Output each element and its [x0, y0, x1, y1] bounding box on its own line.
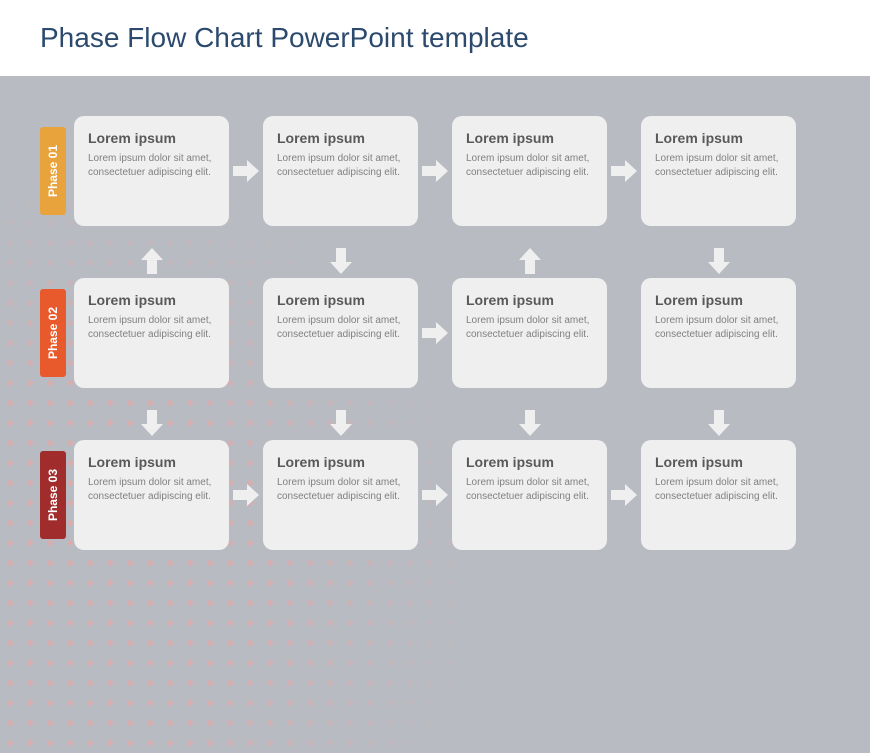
box-body: Lorem ipsum dolor sit amet, consectetuer… — [277, 476, 404, 503]
arrow-right-icon — [229, 484, 263, 506]
arrow-right-icon — [418, 484, 452, 506]
flow-box: Lorem ipsum Lorem ipsum dolor sit amet, … — [641, 440, 796, 550]
flow-box: Lorem ipsum Lorem ipsum dolor sit amet, … — [263, 278, 418, 388]
flowchart-content: Phase 01 Lorem ipsum Lorem ipsum dolor s… — [0, 76, 870, 598]
box-body: Lorem ipsum dolor sit amet, consectetuer… — [277, 152, 404, 179]
phase-row-3: Phase 03 Lorem ipsum Lorem ipsum dolor s… — [40, 440, 830, 550]
arrow-up-icon — [141, 248, 163, 274]
box-body: Lorem ipsum dolor sit amet, consectetuer… — [655, 476, 782, 503]
phase-row-2: Phase 02 Lorem ipsum Lorem ipsum dolor s… — [40, 278, 830, 388]
arrow-right-icon — [229, 160, 263, 182]
arrow-down-icon — [330, 248, 352, 274]
flow-box: Lorem ipsum Lorem ipsum dolor sit amet, … — [452, 440, 607, 550]
phase-tab-2: Phase 02 — [40, 289, 66, 377]
arrow-down-icon — [141, 410, 163, 436]
flow-box: Lorem ipsum Lorem ipsum dolor sit amet, … — [452, 278, 607, 388]
arrow-right-icon — [418, 160, 452, 182]
flow-box: Lorem ipsum Lorem ipsum dolor sit amet, … — [74, 440, 229, 550]
box-title: Lorem ipsum — [277, 454, 404, 470]
arrow-down-icon — [708, 410, 730, 436]
phase-3-boxes: Lorem ipsum Lorem ipsum dolor sit amet, … — [74, 440, 830, 550]
box-title: Lorem ipsum — [277, 292, 404, 308]
phase-1-boxes: Lorem ipsum Lorem ipsum dolor sit amet, … — [74, 116, 830, 226]
v-arrows-row-1 — [74, 244, 830, 278]
box-body: Lorem ipsum dolor sit amet, consectetuer… — [466, 314, 593, 341]
box-title: Lorem ipsum — [655, 130, 782, 146]
flow-box: Lorem ipsum Lorem ipsum dolor sit amet, … — [74, 278, 229, 388]
box-title: Lorem ipsum — [466, 292, 593, 308]
v-arrows-row-2 — [74, 406, 830, 440]
phase-row-1: Phase 01 Lorem ipsum Lorem ipsum dolor s… — [40, 116, 830, 226]
flow-box: Lorem ipsum Lorem ipsum dolor sit amet, … — [641, 116, 796, 226]
box-body: Lorem ipsum dolor sit amet, consectetuer… — [88, 476, 215, 503]
box-body: Lorem ipsum dolor sit amet, consectetuer… — [88, 152, 215, 179]
box-title: Lorem ipsum — [466, 454, 593, 470]
box-body: Lorem ipsum dolor sit amet, consectetuer… — [88, 314, 215, 341]
flow-box: Lorem ipsum Lorem ipsum dolor sit amet, … — [452, 116, 607, 226]
phase-tab-1: Phase 01 — [40, 127, 66, 215]
title-bar: Phase Flow Chart PowerPoint template — [0, 0, 870, 76]
phase-tab-3: Phase 03 — [40, 451, 66, 539]
arrow-up-icon — [519, 248, 541, 274]
flow-box: Lorem ipsum Lorem ipsum dolor sit amet, … — [641, 278, 796, 388]
page-title: Phase Flow Chart PowerPoint template — [40, 22, 830, 54]
box-body: Lorem ipsum dolor sit amet, consectetuer… — [277, 314, 404, 341]
phase-2-boxes: Lorem ipsum Lorem ipsum dolor sit amet, … — [74, 278, 830, 388]
box-title: Lorem ipsum — [88, 454, 215, 470]
flow-box: Lorem ipsum Lorem ipsum dolor sit amet, … — [263, 116, 418, 226]
box-body: Lorem ipsum dolor sit amet, consectetuer… — [466, 476, 593, 503]
box-body: Lorem ipsum dolor sit amet, consectetuer… — [466, 152, 593, 179]
arrow-down-icon — [330, 410, 352, 436]
box-title: Lorem ipsum — [88, 130, 215, 146]
arrow-down-icon — [519, 410, 541, 436]
arrow-right-icon — [418, 322, 452, 344]
flow-box: Lorem ipsum Lorem ipsum dolor sit amet, … — [263, 440, 418, 550]
arrow-right-icon — [607, 484, 641, 506]
box-title: Lorem ipsum — [655, 454, 782, 470]
box-body: Lorem ipsum dolor sit amet, consectetuer… — [655, 314, 782, 341]
box-title: Lorem ipsum — [88, 292, 215, 308]
box-title: Lorem ipsum — [277, 130, 404, 146]
box-title: Lorem ipsum — [466, 130, 593, 146]
arrow-down-icon — [708, 248, 730, 274]
arrow-right-icon — [607, 160, 641, 182]
flow-box: Lorem ipsum Lorem ipsum dolor sit amet, … — [74, 116, 229, 226]
box-title: Lorem ipsum — [655, 292, 782, 308]
box-body: Lorem ipsum dolor sit amet, consectetuer… — [655, 152, 782, 179]
